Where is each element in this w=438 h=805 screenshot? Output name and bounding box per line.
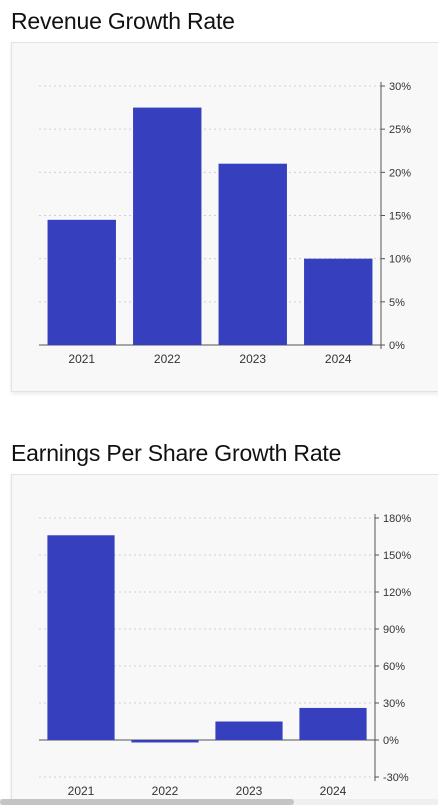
revenue-ytick-label: 0% — [389, 340, 405, 352]
eps-ytick-label: -30% — [383, 772, 409, 784]
eps-category-label: 2024 — [320, 784, 347, 798]
horizontal-scrollbar[interactable] — [0, 799, 438, 805]
eps-ytick-label: 30% — [383, 698, 405, 710]
eps-bar-2023 — [215, 721, 283, 740]
revenue-category-label: 2021 — [68, 352, 95, 366]
eps-bar-2022 — [131, 740, 199, 743]
eps-ytick-label: 90% — [383, 624, 405, 636]
revenue-ytick-label: 10% — [389, 254, 411, 266]
eps-bar-2021 — [47, 535, 115, 740]
revenue-category-label: 2023 — [239, 352, 266, 366]
revenue-bar-2021 — [47, 219, 116, 345]
eps-ytick-label: 180% — [383, 513, 411, 525]
revenue-growth-title: Revenue Growth Rate — [11, 8, 235, 34]
revenue-category-label: 2022 — [154, 352, 181, 366]
eps-ytick-label: 120% — [383, 587, 411, 599]
eps-ytick-label: 0% — [383, 735, 399, 747]
eps-category-label: 2023 — [236, 784, 263, 798]
eps-category-label: 2022 — [152, 784, 179, 798]
eps-growth-chart-card: -30% 0% 30% 60% 90% 120% 150% 180% 2021 2022 2023 2… — [11, 474, 438, 805]
scrollbar-thumb[interactable] — [0, 799, 294, 805]
eps-growth-chart: -30% 0% 30% 60% 90% 120% 150% 180% 2021 2022 2023 2… — [39, 513, 411, 798]
revenue-ytick-label: 15% — [389, 211, 411, 223]
revenue-ytick-label: 30% — [389, 81, 411, 93]
revenue-growth-chart: 0% 5% 10% 15% 20% 25% 30% 2021 2022 2023 2024 — [39, 81, 411, 366]
eps-ytick-label: 60% — [383, 661, 405, 673]
eps-category-label: 2021 — [68, 784, 95, 798]
eps-growth-title: Earnings Per Share Growth Rate — [11, 440, 342, 466]
revenue-ytick-label: 20% — [389, 167, 411, 179]
revenue-ytick-label: 25% — [389, 124, 411, 136]
revenue-category-label: 2024 — [325, 352, 352, 366]
revenue-bar-2022 — [133, 107, 202, 345]
revenue-ytick-label: 5% — [389, 297, 405, 309]
revenue-growth-chart-card: 0% 5% 10% 15% 20% 25% 30% 2021 2022 2023 2024 — [11, 42, 438, 392]
eps-ytick-label: 150% — [383, 550, 411, 562]
revenue-bar-2023 — [218, 163, 287, 345]
eps-bar-2024 — [299, 707, 367, 740]
revenue-bar-2024 — [304, 258, 373, 345]
